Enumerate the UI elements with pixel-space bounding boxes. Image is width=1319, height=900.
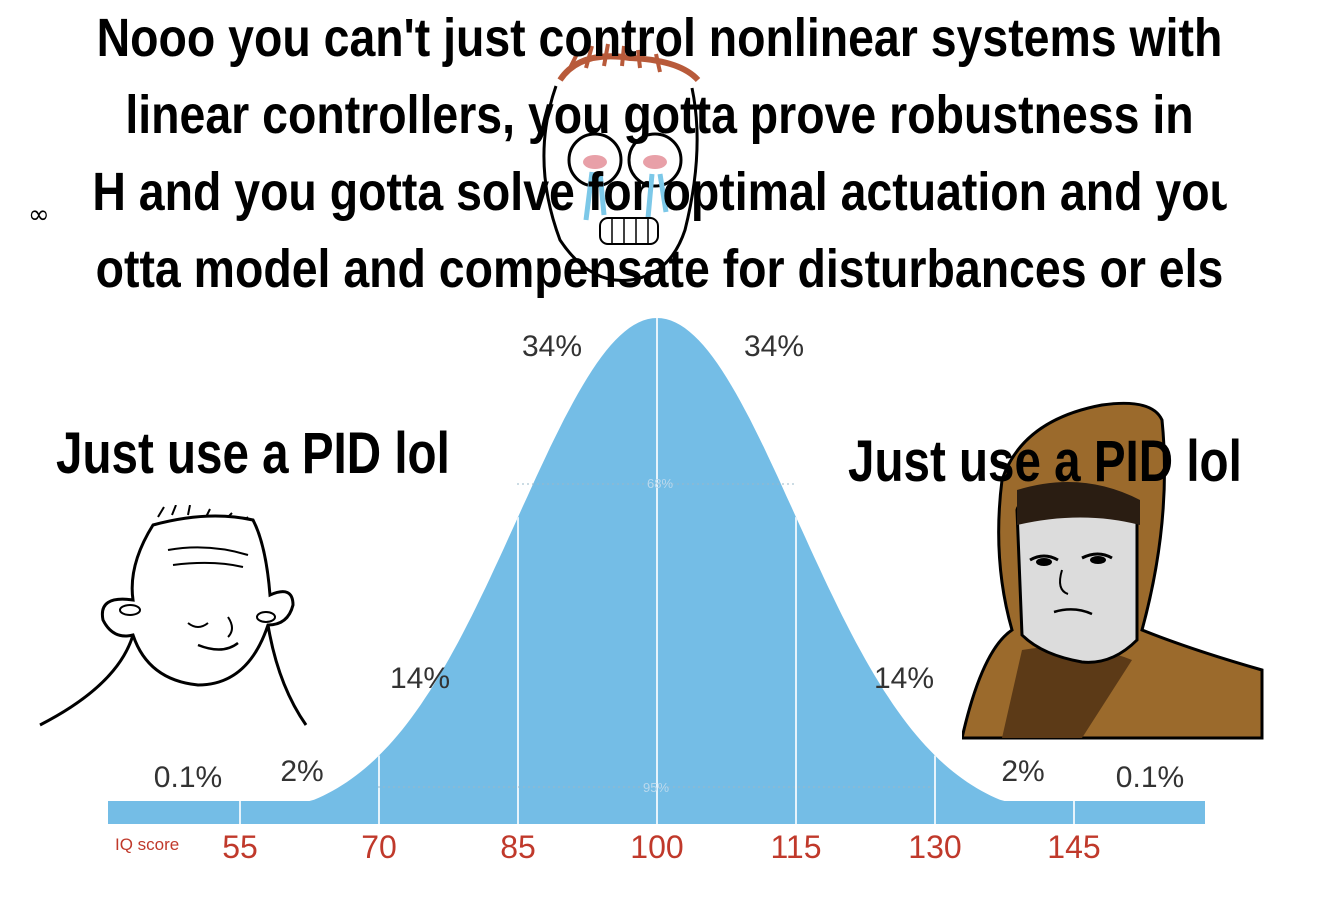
x-axis-ticks: 55 70 85 100 115 130 145	[222, 829, 1100, 865]
range-95-label: 95%	[643, 780, 669, 795]
x-tick-130: 130	[908, 829, 961, 865]
band-pct-left-34: 34%	[522, 330, 582, 363]
x-tick-70: 70	[361, 829, 397, 865]
headline-text: Nooo you can't just control nonlinear sy…	[92, 8, 1226, 299]
band-pct-far-left: 0.1%	[154, 761, 222, 794]
band-pct-left-2: 2%	[280, 755, 323, 788]
crying-soyjak-icon	[542, 43, 701, 282]
band-pct-far-right: 0.1%	[1116, 761, 1184, 794]
band-pct-right-14: 14%	[874, 662, 934, 695]
range-68-label: 68%	[647, 476, 673, 491]
sd-divider-lines	[239, 318, 1075, 824]
left-caption: Just use a PID lol	[56, 421, 450, 486]
x-tick-145: 145	[1047, 829, 1100, 865]
wojak-icon	[39, 505, 308, 727]
band-pct-right-34: 34%	[744, 330, 804, 363]
right-caption: Just use a PID lol	[848, 429, 1242, 494]
infinity-subscript: ∞	[28, 200, 50, 230]
curve-tail-left	[108, 801, 240, 824]
x-axis-label: IQ score	[115, 835, 179, 854]
x-tick-100: 100	[630, 829, 683, 865]
curve-tail-right	[1072, 801, 1205, 824]
x-tick-115: 115	[770, 829, 821, 865]
hooded-wojak-icon	[962, 401, 1264, 740]
x-tick-55: 55	[222, 829, 258, 865]
x-tick-85: 85	[500, 829, 536, 865]
band-pct-left-14: 14%	[390, 662, 450, 695]
band-pct-right-2: 2%	[1001, 755, 1044, 788]
